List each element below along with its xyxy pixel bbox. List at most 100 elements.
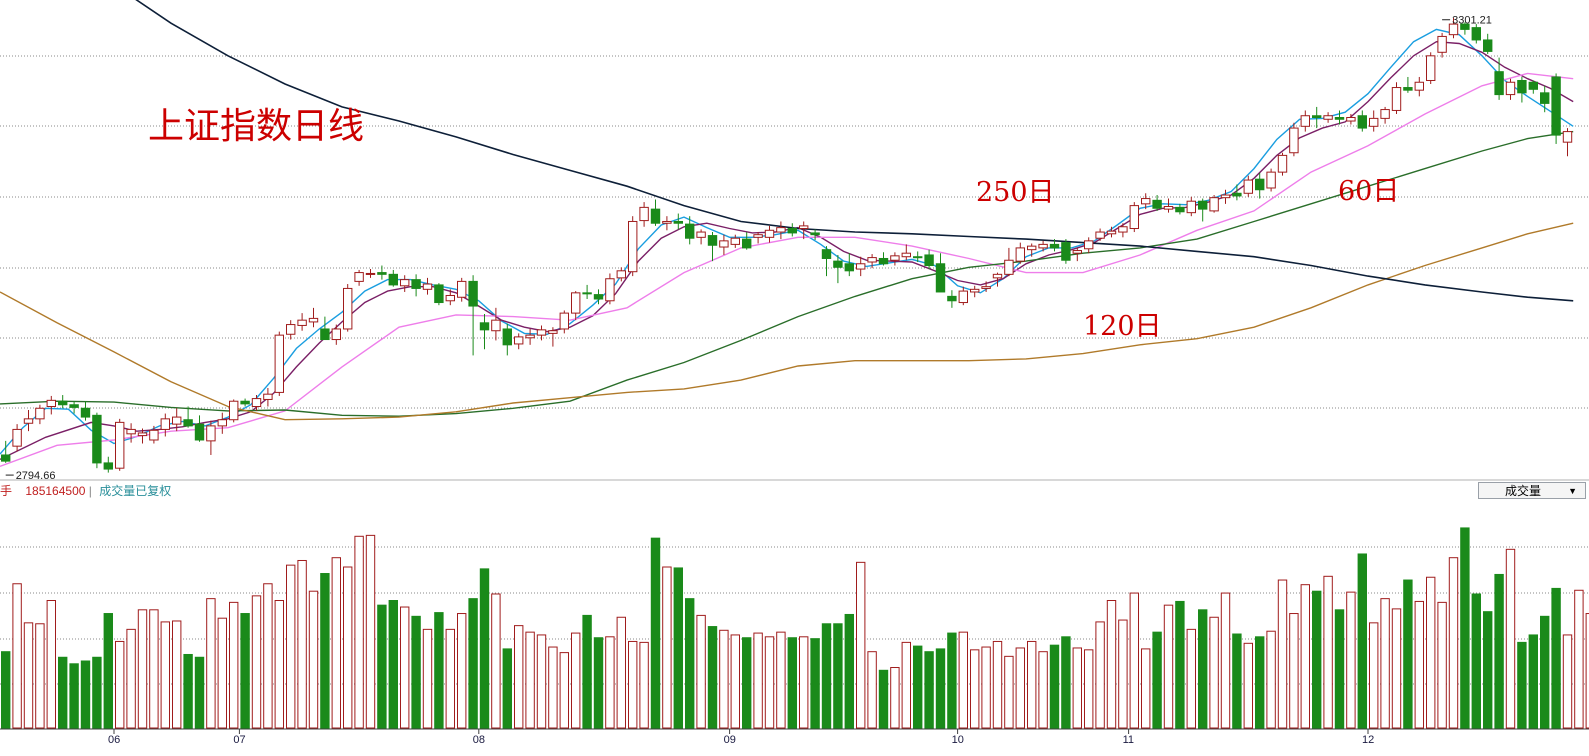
volume-bar xyxy=(468,598,478,729)
candle xyxy=(1015,242,1025,264)
candle xyxy=(1163,198,1174,213)
extreme-label: 2794.66 xyxy=(16,470,56,482)
candle xyxy=(1072,247,1082,262)
candle xyxy=(172,408,182,432)
volume-adjusted-note: 成交量已复权 xyxy=(99,484,172,498)
candle xyxy=(46,395,56,415)
candle xyxy=(445,289,456,306)
volume-bar xyxy=(1095,621,1105,729)
candle xyxy=(639,202,649,227)
candle xyxy=(1471,24,1481,44)
volume-bar xyxy=(502,648,513,729)
candle xyxy=(343,284,353,332)
ma-line xyxy=(0,72,1574,468)
candle xyxy=(1118,223,1128,238)
candle xyxy=(571,291,581,321)
candle xyxy=(981,281,991,292)
volume-bar xyxy=(1220,592,1231,729)
volume-bar xyxy=(890,667,900,729)
volume-bar xyxy=(149,609,159,729)
chart-labels: 上证指数日线 3301.21 2794.66 250日 60日 120日 xyxy=(5,15,1492,482)
volume-bar xyxy=(1471,593,1481,729)
volume-bar xyxy=(1277,579,1288,729)
volume-bar xyxy=(183,653,193,729)
volume-bar xyxy=(103,613,113,729)
volume-bar xyxy=(445,628,456,729)
volume-bar xyxy=(160,621,171,729)
volume-bar xyxy=(1528,634,1538,729)
candle xyxy=(514,333,524,350)
candle xyxy=(35,404,45,425)
candle xyxy=(1517,76,1527,103)
candle xyxy=(1255,173,1265,199)
volume-bar xyxy=(491,593,501,729)
volume-bar xyxy=(593,637,604,729)
chevron-down-icon[interactable]: ▼ xyxy=(1568,486,1577,496)
candle xyxy=(411,274,421,297)
volume-bar xyxy=(799,636,809,729)
volume-bar xyxy=(1562,634,1573,729)
candle xyxy=(1426,52,1436,85)
volume-bar xyxy=(719,629,729,729)
candle xyxy=(12,424,22,452)
candle xyxy=(1437,32,1447,58)
volume-bar xyxy=(1483,611,1493,729)
candle xyxy=(1448,17,1459,39)
candle xyxy=(913,251,923,263)
candle xyxy=(1460,22,1470,35)
candle xyxy=(126,423,136,443)
indicator-select[interactable]: 成交量 ▼ xyxy=(1478,482,1586,499)
volume-bar xyxy=(1198,609,1208,729)
candle xyxy=(80,401,91,421)
candle xyxy=(331,324,342,345)
extreme-label: 3301.21 xyxy=(1452,15,1492,27)
volume-bar xyxy=(582,614,592,729)
candle xyxy=(1334,110,1345,125)
candle xyxy=(1540,85,1550,113)
candle xyxy=(502,323,513,356)
candle xyxy=(1027,243,1037,257)
volume-bar xyxy=(970,649,980,729)
candle xyxy=(388,269,399,287)
volume-bar xyxy=(764,636,775,729)
volume-bar xyxy=(924,651,934,729)
volume-bar xyxy=(730,634,740,729)
volume-bar xyxy=(992,640,1003,729)
candle xyxy=(901,244,911,261)
volume-bar xyxy=(320,573,330,729)
candle xyxy=(1312,106,1322,129)
volume-bar xyxy=(947,632,957,729)
volume-bar xyxy=(833,623,843,729)
volume-bar xyxy=(115,640,125,729)
candle xyxy=(958,286,968,306)
volume-bar xyxy=(821,623,832,729)
candlesticks xyxy=(1,17,1573,473)
candle xyxy=(1049,239,1060,252)
candle xyxy=(935,253,946,293)
candle xyxy=(92,412,102,469)
candle xyxy=(696,229,706,245)
volume-bar xyxy=(1255,636,1265,729)
volume-bar xyxy=(1494,573,1504,729)
volume-bar xyxy=(206,598,216,729)
extreme-marker: 2794.66 xyxy=(5,470,56,482)
volume-bar xyxy=(251,595,262,729)
volume-bar xyxy=(126,628,136,729)
candle xyxy=(149,425,159,444)
volume-bar xyxy=(1357,553,1367,729)
volume-bar xyxy=(844,613,854,729)
candle xyxy=(753,232,763,244)
candle xyxy=(582,284,592,300)
volume-bar xyxy=(1175,600,1185,729)
candle xyxy=(365,269,376,278)
volume-bar xyxy=(411,615,421,729)
candle xyxy=(1346,113,1356,125)
volume-bar xyxy=(217,617,228,729)
candle xyxy=(1528,80,1538,94)
volume-bar xyxy=(1232,633,1242,729)
volume-bar xyxy=(1027,640,1037,729)
x-tick-label: 12 xyxy=(1362,734,1374,746)
candle xyxy=(69,401,79,414)
ma-line xyxy=(135,0,1574,302)
volume-bar xyxy=(457,613,467,729)
